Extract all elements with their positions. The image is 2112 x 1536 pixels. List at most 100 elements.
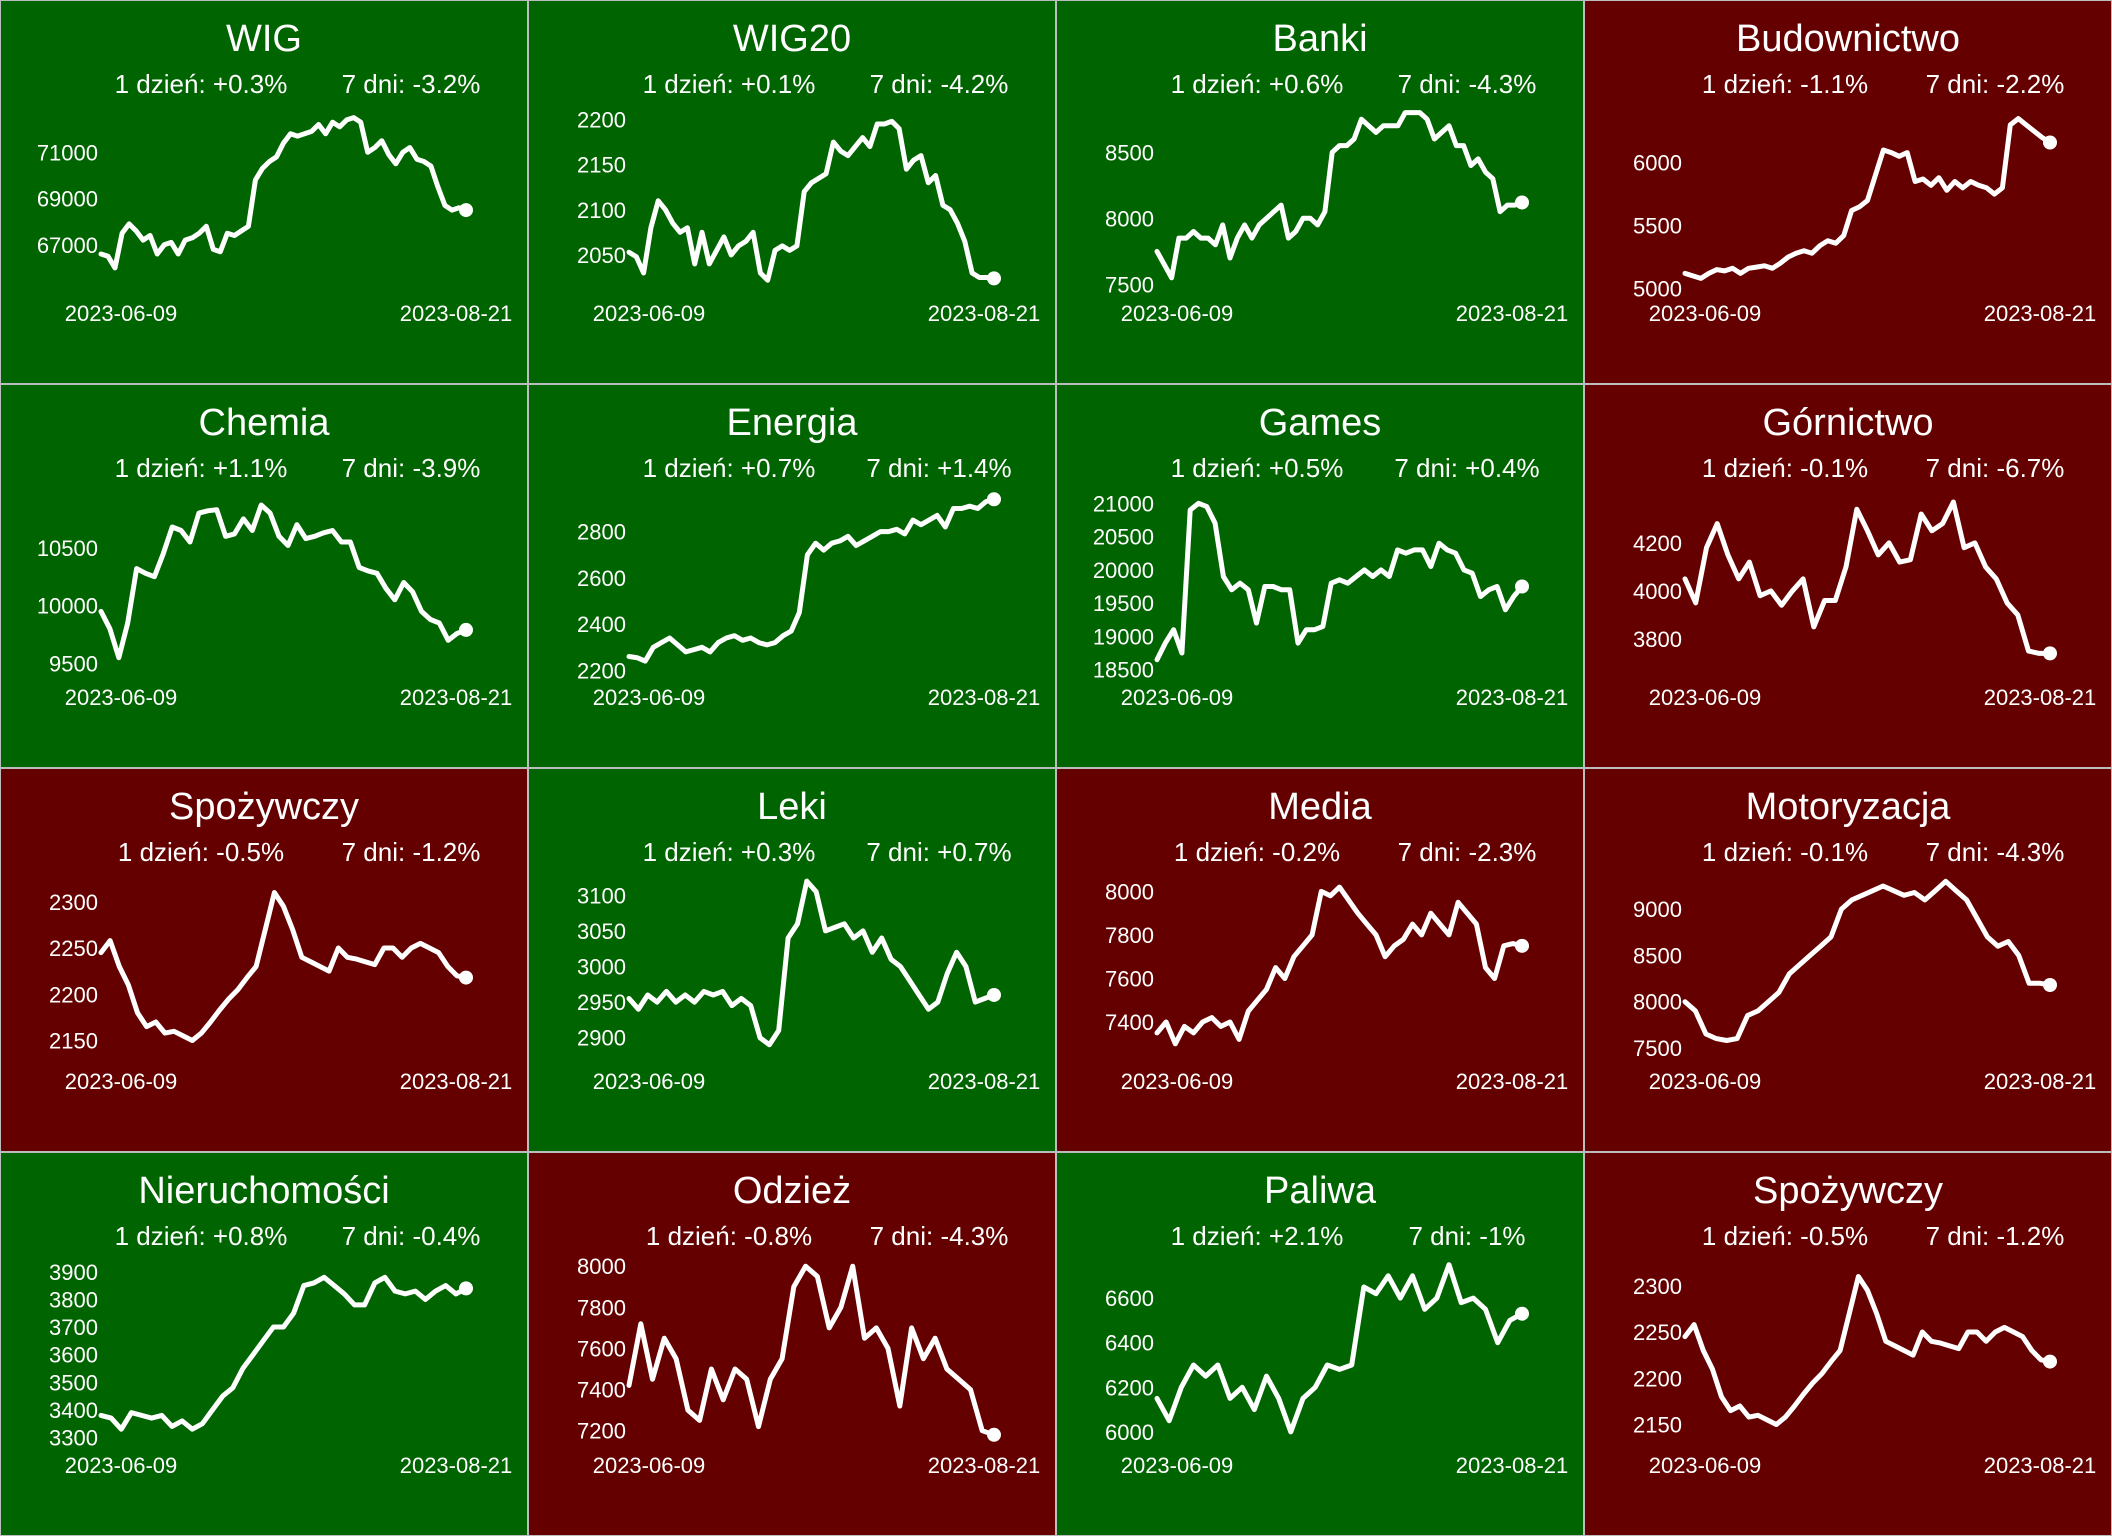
panel-title: Spożywczy — [169, 786, 359, 828]
series-line — [1682, 116, 2053, 281]
series-line — [1154, 110, 1525, 281]
y-tick-label: 5000 — [1633, 276, 1682, 301]
x-start-date: 2023-06-09 — [1121, 301, 1234, 326]
y-tick-label: 7200 — [577, 1419, 626, 1444]
week-change: 7 dni: -2.3% — [1398, 837, 1537, 867]
panel-title: Paliwa — [1264, 1170, 1377, 1212]
y-tick-label: 8500 — [1105, 140, 1154, 165]
sector-panel: Leki 1 dzień: +0.3% 7 dni: +0.7% 2900 2950 30… — [529, 769, 1055, 1151]
y-tick-label: 2200 — [49, 982, 98, 1007]
x-start-date: 2023-06-09 — [65, 685, 178, 710]
week-change: 7 dni: -4.3% — [870, 1221, 1009, 1251]
y-tick-label: 3400 — [49, 1398, 98, 1423]
y-tick-label: 2200 — [577, 658, 626, 683]
last-point-marker — [1515, 195, 1529, 210]
y-tick-label: 6600 — [1105, 1286, 1154, 1311]
last-point-marker — [2043, 646, 2057, 661]
y-tick-label: 3300 — [49, 1425, 98, 1450]
sector-chart: Banki 1 dzień: +0.6% 7 dni: -4.3% 7500 8000 8… — [1105, 18, 1569, 326]
y-tick-label: 8000 — [1105, 206, 1154, 231]
last-point-marker — [2043, 978, 2057, 992]
y-tick-label: 2600 — [577, 566, 626, 591]
week-change: 7 dni: +1.4% — [866, 453, 1011, 483]
sector-panel: Motoryzacja 1 dzień: -0.1% 7 dni: -4.3% 750… — [1585, 769, 2111, 1151]
sector-chart: Motoryzacja 1 dzień: -0.1% 7 dni: -4.3% 750… — [1633, 786, 2097, 1094]
y-tick-label: 3700 — [49, 1315, 98, 1340]
last-point-marker — [459, 203, 473, 218]
x-end-date: 2023-08-21 — [1984, 1069, 2097, 1094]
y-tick-label: 7600 — [577, 1336, 626, 1361]
y-tick-label: 19000 — [1093, 624, 1154, 649]
y-tick-label: 2050 — [577, 243, 626, 268]
series-line — [1682, 878, 2053, 1043]
panel-title: Chemia — [199, 402, 331, 444]
x-end-date: 2023-08-21 — [1984, 1453, 2097, 1478]
sector-chart: Budownictwo 1 dzień: -1.1% 7 dni: -2.2% 500… — [1633, 18, 2096, 326]
y-tick-label: 2150 — [49, 1029, 98, 1054]
panel-title: Motoryzacja — [1746, 786, 1952, 828]
x-start-date: 2023-06-09 — [65, 1453, 178, 1478]
panel-title: WIG20 — [733, 18, 851, 60]
x-end-date: 2023-08-21 — [1456, 1453, 1569, 1478]
sector-panel: Chemia 1 dzień: +1.1% 7 dni: -3.9% 9500 1000… — [1, 385, 527, 767]
y-tick-label: 19500 — [1093, 591, 1154, 616]
sector-panel: Energia 1 dzień: +0.7% 7 dni: +1.4% 2200 240… — [529, 385, 1055, 767]
x-end-date: 2023-08-21 — [400, 1069, 513, 1094]
y-tick-label: 9000 — [1633, 897, 1682, 922]
sector-panel: Paliwa 1 dzień: +2.1% 7 dni: -1% 6000 6200 64… — [1057, 1153, 1583, 1535]
y-tick-label: 2300 — [49, 890, 98, 915]
series-line — [98, 1274, 469, 1432]
last-point-marker — [1515, 579, 1529, 594]
day-change: 1 dzień: +0.3% — [643, 837, 816, 867]
y-tick-label: 71000 — [37, 140, 98, 165]
y-tick-label: 2250 — [1633, 1320, 1682, 1345]
x-start-date: 2023-06-09 — [1121, 1069, 1234, 1094]
sector-panel: Spożywczy 1 dzień: -0.5% 7 dni: -1.2% 2150 2… — [1585, 1153, 2111, 1535]
x-end-date: 2023-08-21 — [928, 1453, 1041, 1478]
y-tick-label: 7800 — [577, 1295, 626, 1320]
y-tick-label: 21000 — [1093, 491, 1154, 516]
day-change: 1 dzień: +0.8% — [115, 1221, 288, 1251]
y-tick-label: 4000 — [1633, 579, 1682, 604]
y-tick-label: 7800 — [1105, 923, 1154, 948]
y-tick-label: 20500 — [1093, 525, 1154, 550]
x-start-date: 2023-06-09 — [1649, 1453, 1762, 1478]
sector-chart: Spożywczy 1 dzień: -0.5% 7 dni: -1.2% 2150 2… — [49, 786, 513, 1094]
panel-title: Energia — [727, 402, 859, 444]
sector-panel: Budownictwo 1 dzień: -1.1% 7 dni: -2.2% 500… — [1585, 1, 2111, 383]
week-change: 7 dni: -3.9% — [342, 453, 481, 483]
x-start-date: 2023-06-09 — [1649, 301, 1762, 326]
week-change: 7 dni: -0.4% — [342, 1221, 481, 1251]
last-point-marker — [987, 987, 1001, 1002]
week-change: 7 dni: -1% — [1408, 1221, 1525, 1251]
y-tick-label: 7400 — [1105, 1010, 1154, 1035]
y-tick-label: 5500 — [1633, 214, 1682, 239]
x-end-date: 2023-08-21 — [1456, 301, 1569, 326]
x-start-date: 2023-06-09 — [1649, 1069, 1762, 1094]
y-tick-label: 3900 — [49, 1260, 98, 1285]
week-change: 7 dni: +0.7% — [866, 837, 1011, 867]
day-change: 1 dzień: +0.6% — [1171, 69, 1344, 99]
panel-title: Nieruchomości — [138, 1170, 389, 1212]
panel-title: Spożywczy — [1753, 1170, 1943, 1212]
series-line — [1154, 1262, 1525, 1435]
panel-title: WIG — [226, 18, 302, 60]
y-tick-label: 2100 — [577, 198, 626, 223]
last-point-marker — [2043, 1354, 2057, 1369]
y-tick-label: 2150 — [577, 153, 626, 178]
series-line — [98, 890, 469, 1043]
sector-chart: WIG 1 dzień: +0.3% 7 dni: -3.2% 67000 69000 7… — [37, 18, 512, 326]
y-tick-label: 2200 — [1633, 1366, 1682, 1391]
sector-panel: Media 1 dzień: -0.2% 7 dni: -2.3% 7400 7600 7… — [1057, 769, 1583, 1151]
y-tick-label: 3050 — [577, 919, 626, 944]
y-tick-label: 6200 — [1105, 1375, 1154, 1400]
x-end-date: 2023-08-21 — [928, 685, 1041, 710]
x-start-date: 2023-06-09 — [593, 1069, 706, 1094]
y-tick-label: 6000 — [1105, 1420, 1154, 1445]
last-point-marker — [2043, 135, 2057, 150]
last-point-marker — [459, 1281, 473, 1296]
x-start-date: 2023-06-09 — [593, 301, 706, 326]
panel-title: Games — [1259, 402, 1381, 444]
sector-chart: Chemia 1 dzień: +1.1% 7 dni: -3.9% 9500 1000… — [37, 402, 512, 710]
day-change: 1 dzień: +0.7% — [643, 453, 816, 483]
